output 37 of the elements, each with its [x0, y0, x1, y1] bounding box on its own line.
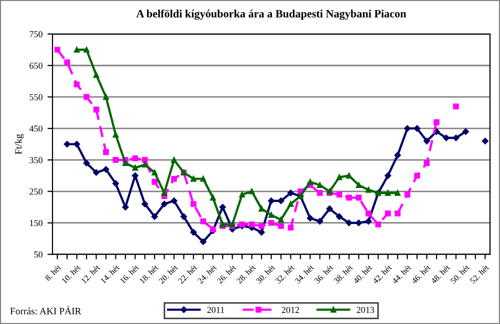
x-tick-label: 30. hét [255, 264, 276, 284]
y-tick-label: 50 [34, 251, 42, 258]
x-tick-label: 40. hét [352, 264, 373, 284]
y-tick-label: 650 [30, 62, 42, 69]
y-axis-title: Ft/kg [14, 134, 24, 154]
y-tick-label: 550 [30, 94, 42, 100]
x-tick-label: 14. hét [100, 264, 120, 284]
x-tick-label: 34. hét [294, 264, 314, 284]
y-tick-label: 250 [30, 188, 42, 195]
x-tick-label: 42. hét [372, 264, 392, 284]
legend-label: 2013 [356, 306, 374, 313]
x-tick-label: 20. hét [158, 264, 178, 284]
x-tick-label: 10. hét [61, 264, 81, 284]
x-tick-label: 46. hét [410, 264, 431, 284]
x-tick-label: 18. hét [139, 264, 159, 284]
chart-title: A belföldi kígyóuborka ára a Budapesti Nagybani Piacon [136, 10, 406, 20]
x-tick-label: 22. hét [178, 264, 198, 284]
y-tick-label: 750 [30, 31, 42, 38]
x-tick-label: 36. hét [314, 264, 334, 284]
x-tick-label: 16. hét [120, 264, 140, 284]
y-tick-label: 450 [29, 126, 42, 132]
x-tick-label: 26. hét [216, 264, 236, 284]
x-tick-label: 38. hét [333, 264, 354, 284]
text: Forrás: AKI PÁIR [10, 306, 82, 314]
x-tick-label: 32. hét [274, 264, 295, 284]
x-tick-label: 8. hét [44, 264, 62, 282]
legend-label: 2012 [282, 306, 300, 313]
x-tick-label: 52. hét [469, 264, 490, 284]
y-tick-label: 350 [30, 157, 42, 164]
x-tick-label: 50. hét [450, 264, 470, 284]
x-tick-label: 44. hét [391, 264, 412, 284]
x-tick-label: 24. hét [197, 264, 218, 284]
x-tick-label: 12. hét [80, 264, 100, 284]
y-tick-label: 150 [30, 220, 42, 226]
x-tick-label: 28. hét [236, 264, 256, 284]
x-tick-label: 48. hét [430, 264, 450, 284]
legend-label: 2011 [207, 306, 224, 313]
